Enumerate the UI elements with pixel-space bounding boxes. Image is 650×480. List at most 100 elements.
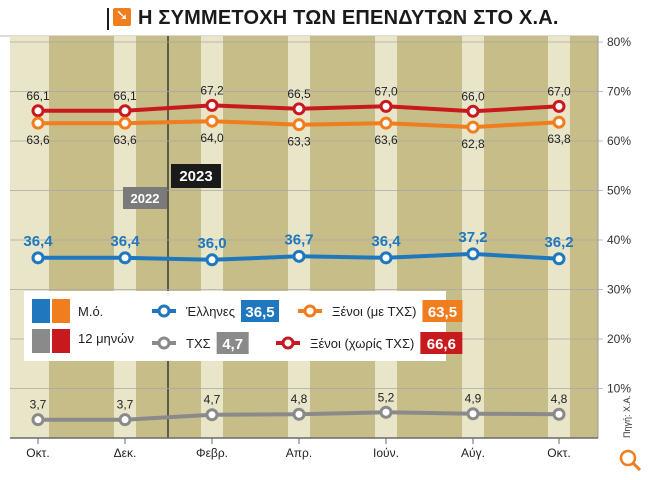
- column-bands: [10, 36, 598, 438]
- legend-marker: [157, 336, 171, 350]
- data-point: [118, 251, 132, 265]
- legend-marker: [157, 304, 171, 318]
- legend-avg-value: 66,6: [427, 336, 456, 353]
- dark-band: [484, 36, 548, 438]
- legend-avg-box: [241, 300, 279, 322]
- magnifier-logo-icon: [617, 447, 643, 473]
- legend-swatch: [32, 299, 50, 323]
- data-point: [552, 252, 566, 266]
- legend-period-label: Μ.ό.: [78, 304, 103, 319]
- dark-band: [397, 36, 462, 438]
- arrow-down-right-icon: ➘: [113, 7, 131, 26]
- data-point: [205, 253, 219, 267]
- legend-entry-label: ΤΧΣ: [186, 336, 211, 351]
- year-marker-box: [123, 187, 167, 209]
- data-label: 63,6: [113, 133, 137, 147]
- data-label: 36,4: [23, 233, 53, 250]
- data-point: [552, 115, 566, 129]
- legend-avg-box: [420, 332, 463, 354]
- data-point: [466, 407, 480, 421]
- data-label: 4,8: [291, 392, 308, 406]
- y-tick-label: 10%: [607, 382, 631, 396]
- data-label: 67,0: [374, 84, 398, 98]
- data-label: 67,2: [200, 83, 224, 97]
- y-tick-label: 20%: [607, 332, 631, 346]
- data-label: 36,0: [197, 235, 226, 252]
- data-label: 4,9: [465, 392, 482, 406]
- data-point: [205, 408, 219, 422]
- dark-band: [310, 36, 375, 438]
- data-label: 66,5: [287, 87, 311, 101]
- data-label: 4,8: [551, 392, 568, 406]
- x-axis: Οκτ. Δεκ. Φεβρ. Απρ. Ιούν. Αύγ. Οκτ.: [10, 437, 598, 460]
- data-point: [552, 407, 566, 421]
- x-tick-label: Αύγ.: [461, 446, 485, 460]
- legend-entry-label: Ξένοι (με ΤΧΣ): [332, 304, 416, 319]
- data-point: [292, 407, 306, 421]
- data-label: 36,7: [284, 231, 313, 248]
- data-point: [466, 104, 480, 118]
- data-point: [466, 247, 480, 261]
- data-point: [118, 413, 132, 427]
- data-point: [292, 249, 306, 263]
- y-tick-label: 80%: [607, 35, 631, 49]
- dark-band: [49, 36, 114, 438]
- year-markers: 2022 2023: [123, 164, 221, 209]
- y-tick-label: 50%: [607, 184, 631, 198]
- legend-swatch: [52, 329, 70, 353]
- data-point: [31, 251, 45, 265]
- year-marker-box: [171, 164, 221, 188]
- x-tick-label: Οκτ.: [26, 446, 49, 460]
- data-point: [31, 116, 45, 130]
- legend-period-label: 12 μηνών: [78, 331, 134, 346]
- legend-marker: [281, 336, 295, 350]
- legend-swatch: [32, 329, 50, 353]
- data-point: [466, 120, 480, 134]
- x-tick-label: Δεκ.: [114, 446, 137, 460]
- legend-entry-label: Ξένοι (χωρίς ΤΧΣ): [310, 336, 414, 351]
- data-point: [31, 104, 45, 118]
- x-tick-label: Φεβρ.: [196, 446, 228, 460]
- data-label: 63,8: [547, 132, 571, 146]
- data-point: [379, 99, 393, 113]
- data-label: 4,7: [204, 393, 221, 407]
- data-label: 66,1: [26, 89, 50, 103]
- data-point: [31, 413, 45, 427]
- data-label: 66,1: [113, 89, 137, 103]
- legend-avg-value: 36,5: [245, 304, 274, 321]
- data-label: 64,0: [200, 131, 224, 145]
- x-tick-label: Απρ.: [286, 446, 312, 460]
- year-marker-label: 2023: [179, 168, 212, 185]
- data-label: 67,0: [547, 84, 571, 98]
- legend-swatch: [52, 299, 70, 323]
- data-point: [205, 98, 219, 112]
- series-layer: 66,1 66,1 67,2 66,5 67,0 66,0 67,0 63,6 63,6 64,0…: [23, 83, 574, 427]
- data-label: 36,4: [371, 233, 401, 250]
- data-point: [292, 102, 306, 116]
- data-label: 63,6: [374, 133, 398, 147]
- data-label: 36,4: [110, 233, 140, 250]
- data-point: [292, 118, 306, 132]
- dark-band: [570, 36, 598, 438]
- legend: Μ.ό. 12 μηνών Έλληνες 36,5 Ξένοι (με ΤΧΣ) 63,…: [24, 291, 463, 361]
- data-label: 66,0: [461, 89, 485, 103]
- y-tick-label: 30%: [607, 283, 631, 297]
- title-bar: ➘ Η ΣΥΜΜΕΤΟΧΗ ΤΩΝ ΕΠΕΝΔΥΤΩΝ ΣΤΟ Χ.Α.: [0, 0, 650, 36]
- x-tick-label: Οκτ.: [547, 446, 570, 460]
- y-tick-label: 40%: [607, 233, 631, 247]
- data-label: 3,7: [30, 398, 47, 412]
- y-axis: 10% 20% 30% 40% 50% 60% 70% 80%: [597, 35, 631, 438]
- data-point: [379, 405, 393, 419]
- data-point: [379, 251, 393, 265]
- data-label: 63,6: [26, 133, 50, 147]
- y-tick-label: 70%: [607, 85, 631, 99]
- source-note: Πηγή: Χ.Α.: [622, 395, 632, 439]
- data-label: 62,8: [461, 137, 485, 151]
- data-point: [552, 99, 566, 113]
- legend-avg-value: 4,7: [222, 336, 243, 353]
- data-label: 36,2: [544, 234, 573, 251]
- data-label: 63,3: [287, 135, 311, 149]
- chart-title: Η ΣΥΜΜΕΤΟΧΗ ΤΩΝ ΕΠΕΝΔΥΤΩΝ ΣΤΟ Χ.Α.: [138, 7, 559, 29]
- data-point: [379, 116, 393, 130]
